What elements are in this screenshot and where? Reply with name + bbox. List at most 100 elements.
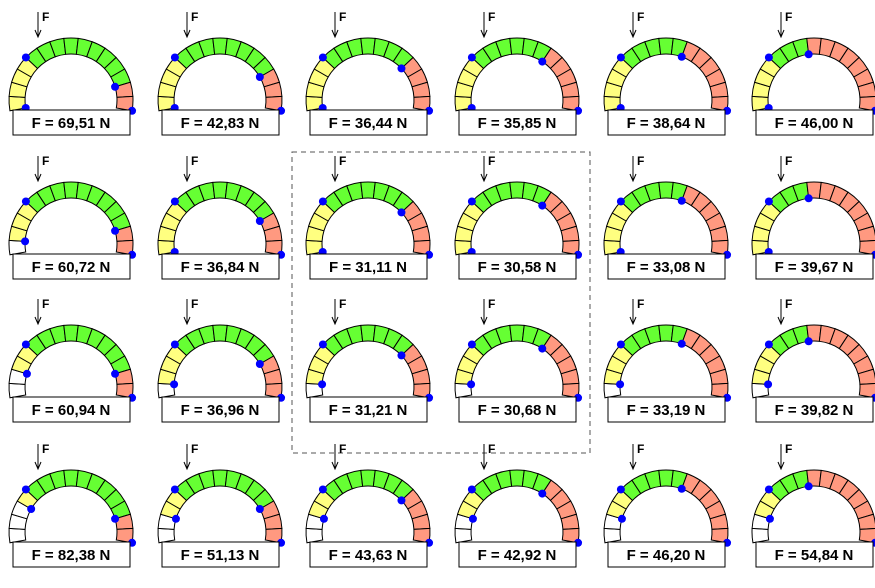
voussoir-block bbox=[264, 239, 283, 256]
force-symbol: F bbox=[637, 297, 644, 311]
hinge-point bbox=[538, 57, 547, 66]
hinge-point bbox=[318, 53, 327, 62]
force-arrow-icon bbox=[34, 173, 42, 183]
force-symbol: F bbox=[785, 297, 792, 311]
voussoir-block bbox=[63, 469, 79, 487]
hinge-point bbox=[170, 380, 179, 389]
voussoir-block bbox=[360, 181, 376, 199]
force-value-label: F = 31,21 N bbox=[329, 402, 408, 419]
force-value-label: F = 36,96 N bbox=[181, 402, 260, 419]
voussoir-block bbox=[658, 37, 674, 55]
arch-2-1: F F = 36,96 N bbox=[157, 297, 286, 423]
hinge-point bbox=[804, 482, 813, 491]
voussoir-block bbox=[858, 527, 875, 544]
force-arrow-icon bbox=[629, 173, 637, 183]
hinge-point bbox=[677, 484, 686, 493]
hinge-point bbox=[397, 496, 406, 505]
force-value-label: F = 30,68 N bbox=[478, 402, 557, 419]
voussoir-block bbox=[858, 382, 875, 399]
hinge-point bbox=[170, 197, 179, 206]
hinge-point bbox=[538, 344, 547, 353]
hinge-point bbox=[468, 514, 477, 523]
arch-1-4: F F = 33,08 N bbox=[603, 154, 732, 280]
arch-3-5: F F = 54,84 N bbox=[751, 442, 875, 568]
force-arrow-icon bbox=[183, 316, 191, 326]
hinge-point bbox=[171, 514, 180, 523]
force-arrow-icon bbox=[331, 316, 339, 326]
hinge-point bbox=[616, 340, 625, 349]
force-arrow-icon bbox=[331, 29, 339, 39]
arch-3-1: F F = 51,13 N bbox=[157, 442, 286, 568]
force-symbol: F bbox=[339, 442, 346, 456]
force-symbol: F bbox=[488, 297, 495, 311]
hinge-point bbox=[467, 53, 476, 62]
force-symbol: F bbox=[339, 154, 346, 168]
voussoir-block bbox=[115, 527, 134, 544]
force-value-label: F = 31,11 N bbox=[329, 259, 407, 276]
force-symbol: F bbox=[42, 442, 49, 456]
force-label-box bbox=[309, 109, 428, 136]
hinge-point bbox=[111, 82, 120, 91]
arch-0-3: F F = 35,85 N bbox=[454, 10, 583, 136]
force-value-label: F = 38,64 N bbox=[627, 115, 706, 132]
voussoir-block bbox=[412, 239, 431, 256]
voussoir-block bbox=[305, 527, 324, 544]
force-label-box bbox=[458, 253, 577, 280]
voussoir-block bbox=[751, 527, 770, 544]
hinge-point bbox=[764, 197, 773, 206]
force-arrow-icon bbox=[777, 29, 785, 39]
voussoir-block bbox=[212, 324, 228, 342]
hinge-point bbox=[804, 337, 813, 346]
force-label-box bbox=[161, 253, 280, 280]
force-label-box bbox=[12, 109, 131, 136]
voussoir-block bbox=[658, 324, 674, 342]
hinge-point bbox=[111, 514, 120, 523]
force-symbol: F bbox=[42, 297, 49, 311]
voussoir-block bbox=[264, 527, 283, 544]
voussoir-block bbox=[63, 37, 79, 55]
force-symbol: F bbox=[191, 297, 198, 311]
voussoir-block bbox=[710, 239, 729, 256]
force-value-label: F = 54,84 N bbox=[775, 547, 854, 564]
force-label-box bbox=[755, 109, 874, 136]
force-value-label: F = 36,84 N bbox=[181, 259, 260, 276]
arch-0-2: F F = 36,44 N bbox=[305, 10, 434, 136]
voussoir-block bbox=[360, 469, 376, 487]
force-symbol: F bbox=[785, 10, 792, 24]
hinge-point bbox=[397, 64, 406, 73]
force-value-label: F = 42,83 N bbox=[181, 115, 260, 132]
force-value-label: F = 33,19 N bbox=[627, 402, 706, 419]
arch-2-2: F F = 31,21 N bbox=[305, 297, 434, 423]
hinge-point bbox=[467, 340, 476, 349]
hinge-point bbox=[318, 197, 327, 206]
force-value-label: F = 46,00 N bbox=[775, 115, 854, 132]
force-symbol: F bbox=[191, 442, 198, 456]
force-symbol: F bbox=[191, 154, 198, 168]
force-arrow-icon bbox=[480, 173, 488, 183]
force-arrow-icon bbox=[34, 316, 42, 326]
voussoir-block bbox=[360, 37, 376, 55]
arch-1-0: F F = 60,72 N bbox=[8, 154, 137, 280]
arch-3-2: F F = 43,63 N bbox=[305, 442, 434, 568]
arch-grid: F F = 69,51 N F F = 42,83 N F F = 36,44 N F F =… bbox=[8, 10, 875, 568]
voussoir-block bbox=[8, 382, 27, 399]
hinge-point bbox=[764, 380, 773, 389]
force-label-box bbox=[607, 109, 726, 136]
force-symbol: F bbox=[637, 154, 644, 168]
force-label-box bbox=[161, 541, 280, 568]
hinge-point bbox=[764, 340, 773, 349]
voussoir-block bbox=[412, 382, 431, 399]
force-label-box bbox=[458, 396, 577, 423]
force-value-label: F = 35,85 N bbox=[478, 115, 557, 132]
force-label-box bbox=[458, 541, 577, 568]
voussoir-block bbox=[710, 382, 729, 399]
force-label-box bbox=[161, 109, 280, 136]
force-arrow-icon bbox=[777, 316, 785, 326]
force-label-box bbox=[161, 396, 280, 423]
hinge-point bbox=[617, 514, 626, 523]
force-value-label: F = 30,58 N bbox=[478, 259, 557, 276]
force-symbol: F bbox=[42, 10, 49, 24]
force-symbol: F bbox=[488, 154, 495, 168]
voussoir-block bbox=[212, 469, 228, 487]
